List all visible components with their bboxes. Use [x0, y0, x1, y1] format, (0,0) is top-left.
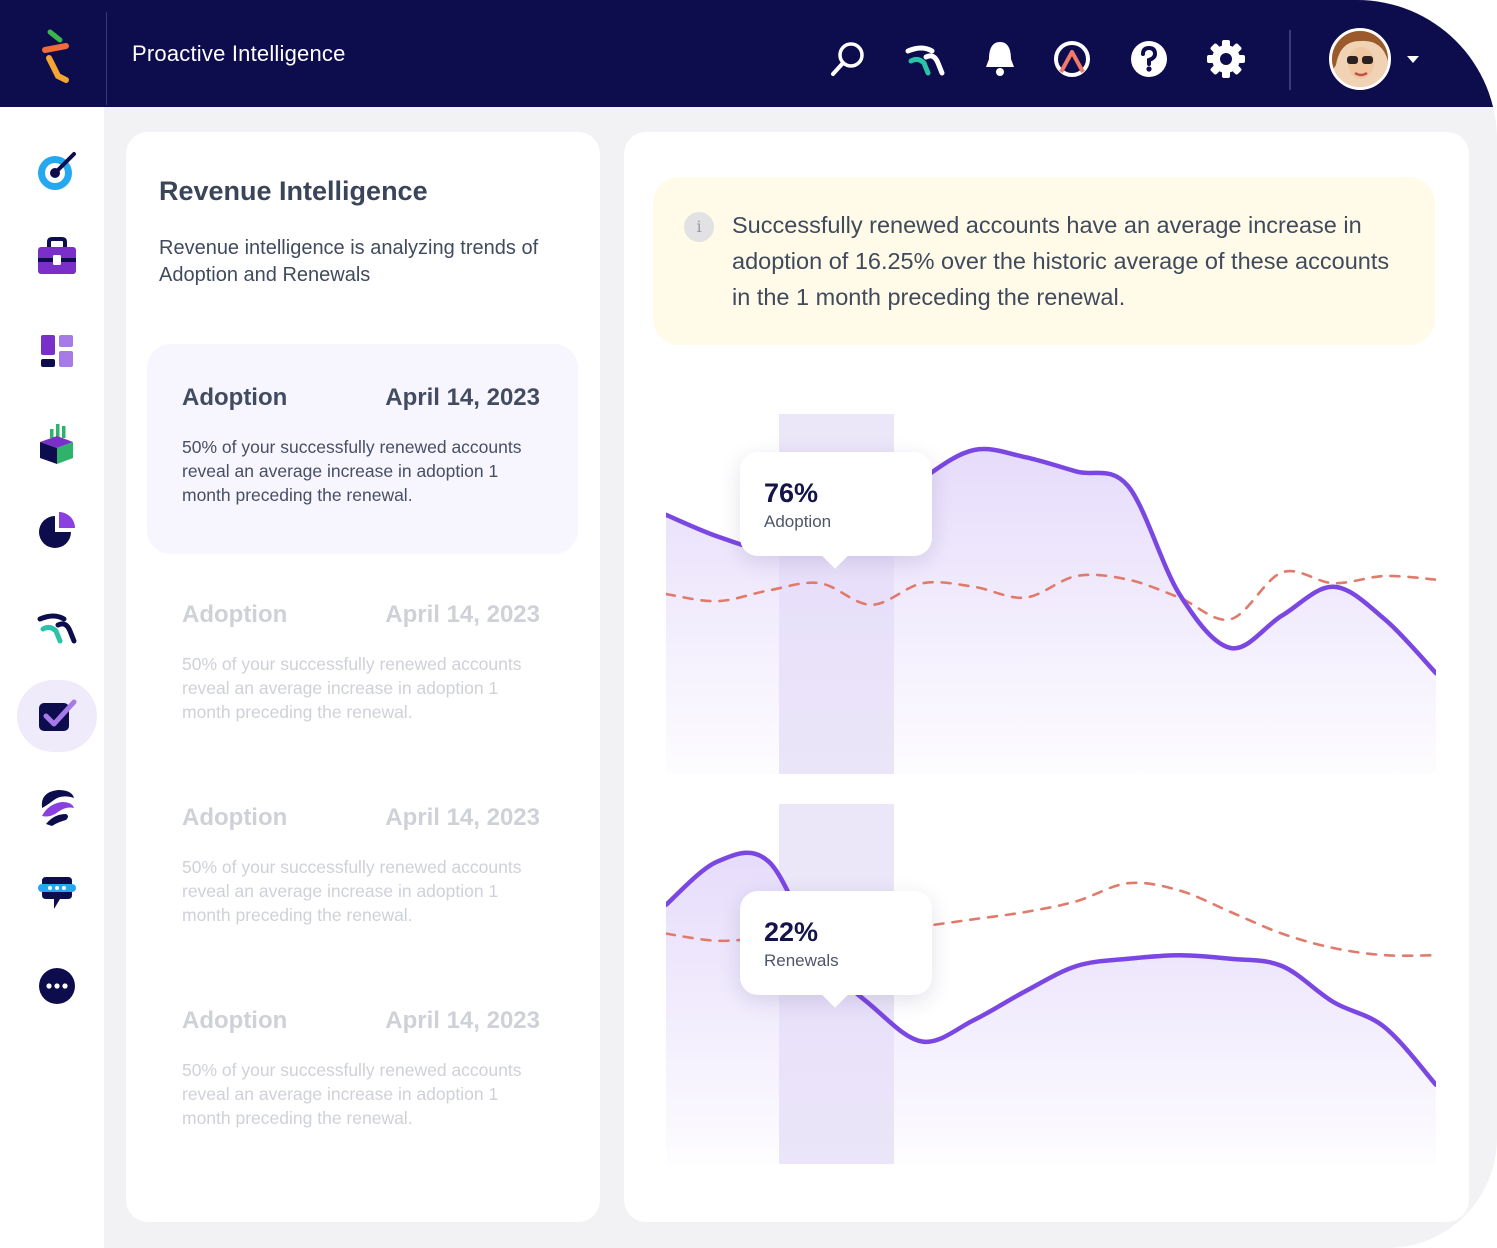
assistant-icon[interactable]	[1050, 37, 1094, 81]
tooltip-label: Adoption	[764, 512, 832, 531]
adoption-tooltip: 76% Adoption	[740, 452, 932, 569]
target-icon	[38, 152, 76, 190]
sidebar-item-brand[interactable]	[17, 591, 97, 663]
sidebar-item-reports[interactable]	[17, 495, 97, 567]
insight-text: 50% of your successfully renewed account…	[182, 1060, 522, 1128]
insight-date: April 14, 2023	[385, 601, 540, 628]
checklist-icon	[39, 699, 77, 731]
pie-chart-icon	[39, 512, 75, 548]
chat-icon	[38, 877, 76, 909]
top-navigation-bar: Proactive Intelligence	[0, 0, 1497, 107]
insight-title: Adoption	[182, 384, 288, 411]
chevron-down-icon[interactable]	[1405, 52, 1421, 70]
insight-title: Adoption	[182, 804, 288, 831]
brand-mark-icon	[37, 613, 77, 644]
insight-text: 50% of your successfully renewed account…	[182, 437, 522, 505]
help-icon[interactable]	[1127, 37, 1171, 81]
insight-card[interactable]: Adoption April 14, 2023 50% of your succ…	[147, 764, 578, 974]
reference-line	[666, 569, 1436, 622]
sidebar-item-target[interactable]	[17, 135, 97, 207]
insight-card[interactable]: Adoption April 14, 2023 50% of your succ…	[147, 561, 578, 771]
panel-title: Revenue Intelligence	[159, 176, 428, 206]
tooltip-value: 76%	[764, 478, 819, 508]
toolbox-icon	[38, 237, 76, 274]
dashboard-icon	[41, 335, 73, 367]
insight-date: April 14, 2023	[385, 804, 540, 831]
more-icon	[39, 968, 75, 1004]
logo-icon[interactable]	[36, 28, 80, 88]
tooltip-value: 22%	[764, 917, 819, 947]
insight-date: April 14, 2023	[385, 384, 540, 411]
insight-text: 50% of your successfully renewed account…	[182, 654, 522, 722]
topbar-separator	[1289, 30, 1291, 90]
sidebar-item-chat[interactable]	[17, 857, 97, 929]
search-icon[interactable]	[826, 37, 870, 81]
insight-title: Adoption	[182, 1007, 288, 1034]
sidebar-item-toolbox[interactable]	[17, 221, 97, 293]
insight-card[interactable]: Adoption April 14, 2023 50% of your succ…	[147, 967, 578, 1177]
sidebar-item-checklist[interactable]	[17, 680, 97, 752]
info-banner: i Successfully renewed accounts have an …	[653, 177, 1435, 345]
sidebar-item-more[interactable]	[17, 950, 97, 1022]
sidebar-item-analytics[interactable]	[17, 407, 97, 479]
series-area	[666, 852, 1436, 1164]
sidebar-item-swirl[interactable]	[17, 771, 97, 843]
avatar[interactable]	[1329, 28, 1391, 90]
insight-card-active[interactable]: Adoption April 14, 2023 50% of your succ…	[147, 344, 578, 554]
tooltip-label: Renewals	[764, 951, 839, 970]
info-banner-text: Successfully renewed accounts have an av…	[732, 212, 1390, 310]
box-chart-icon	[40, 424, 73, 464]
renewals-tooltip: 22% Renewals	[740, 891, 932, 1008]
sidebar	[0, 107, 104, 1248]
insight-date: April 14, 2023	[385, 1007, 540, 1034]
app-title: Proactive Intelligence	[132, 41, 346, 66]
insights-panel: Revenue Intelligence Revenue intelligenc…	[126, 132, 600, 1222]
info-icon: i	[684, 212, 714, 242]
brand-mark-icon[interactable]	[903, 37, 947, 81]
sidebar-item-dashboard[interactable]	[17, 315, 97, 387]
gear-icon[interactable]	[1204, 37, 1248, 81]
bell-icon[interactable]	[978, 37, 1022, 81]
topbar-divider	[106, 12, 107, 105]
insight-title: Adoption	[182, 601, 288, 628]
swirl-icon	[41, 790, 74, 826]
panel-description: Revenue intelligence is analyzing trends…	[159, 237, 539, 286]
insight-text: 50% of your successfully renewed account…	[182, 857, 522, 925]
